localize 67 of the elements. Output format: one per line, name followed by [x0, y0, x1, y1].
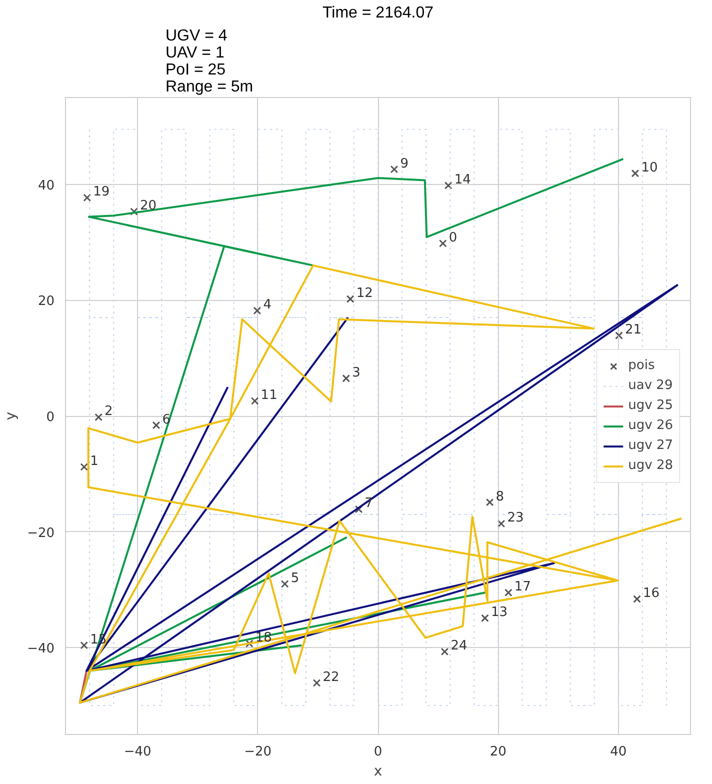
annotation: 14 [454, 172, 471, 188]
point [83, 194, 92, 202]
point [245, 640, 254, 648]
annotation: 22 [322, 670, 340, 685]
y-tick-label: 40 [38, 178, 55, 194]
x-tick-label: 20 [490, 744, 506, 760]
point [633, 595, 641, 603]
annotation: 20 [140, 198, 157, 214]
y-tick-label: 20 [38, 294, 55, 310]
x-tick-label: −20 [244, 744, 272, 760]
annotation: 0 [448, 230, 458, 246]
annotation: 13 [490, 605, 508, 620]
point [130, 208, 138, 216]
annotation: 19 [93, 184, 110, 200]
point [615, 332, 623, 340]
point [444, 182, 452, 190]
x-tick-label: 40 [610, 744, 627, 760]
point [312, 679, 321, 687]
y-tick-label: −20 [27, 526, 55, 541]
legend-label: ugv 27 [628, 438, 673, 453]
point [504, 588, 512, 597]
point [481, 614, 489, 622]
annotation: 12 [356, 286, 373, 302]
x-tick-label: −40 [124, 744, 152, 760]
annotation: 11 [260, 388, 278, 403]
annotation: 1 [90, 454, 98, 469]
point [497, 520, 506, 528]
annotation: 5 [290, 570, 300, 586]
point [94, 413, 102, 422]
legend-label: ugv 25 [628, 398, 673, 413]
legend-label: pois [628, 358, 655, 373]
annotation: 18 [255, 630, 272, 646]
point [80, 463, 88, 471]
point [631, 169, 640, 178]
point [354, 505, 363, 514]
point [486, 498, 494, 506]
text: UGV = 4 UAV = 1 PoI = 25 Range = 5m [166, 28, 254, 96]
legend-label: ugv 28 [628, 458, 673, 473]
point [80, 641, 88, 650]
y-tick-label: −40 [27, 642, 55, 657]
annotation: 24 [450, 638, 468, 654]
legend-label: uav 29 [628, 378, 673, 393]
point [280, 580, 289, 588]
annotation: 2 [104, 404, 113, 420]
annotation: 4 [263, 298, 272, 313]
point [342, 374, 350, 382]
legend-label: ugv 26 [628, 418, 673, 433]
x-axis-title: x [374, 764, 382, 780]
annotation: 16 [643, 586, 660, 601]
annotation: 17 [514, 580, 531, 595]
annotation: 21 [624, 322, 642, 338]
point [438, 240, 447, 248]
text: Time = 2164.07 [322, 4, 434, 22]
point [346, 295, 354, 303]
point [250, 397, 259, 405]
annotation: 10 [641, 160, 658, 176]
y-axis-title: y [3, 412, 20, 420]
point [390, 165, 398, 174]
y-tick-label: 0 [46, 410, 55, 425]
annotation: 23 [507, 510, 524, 526]
annotation: 3 [352, 365, 360, 380]
point [152, 421, 160, 430]
x-tick-label: 0 [374, 744, 382, 760]
point [253, 306, 262, 315]
annotation: 8 [496, 489, 504, 504]
point [440, 648, 449, 656]
annotation: 9 [400, 156, 409, 172]
